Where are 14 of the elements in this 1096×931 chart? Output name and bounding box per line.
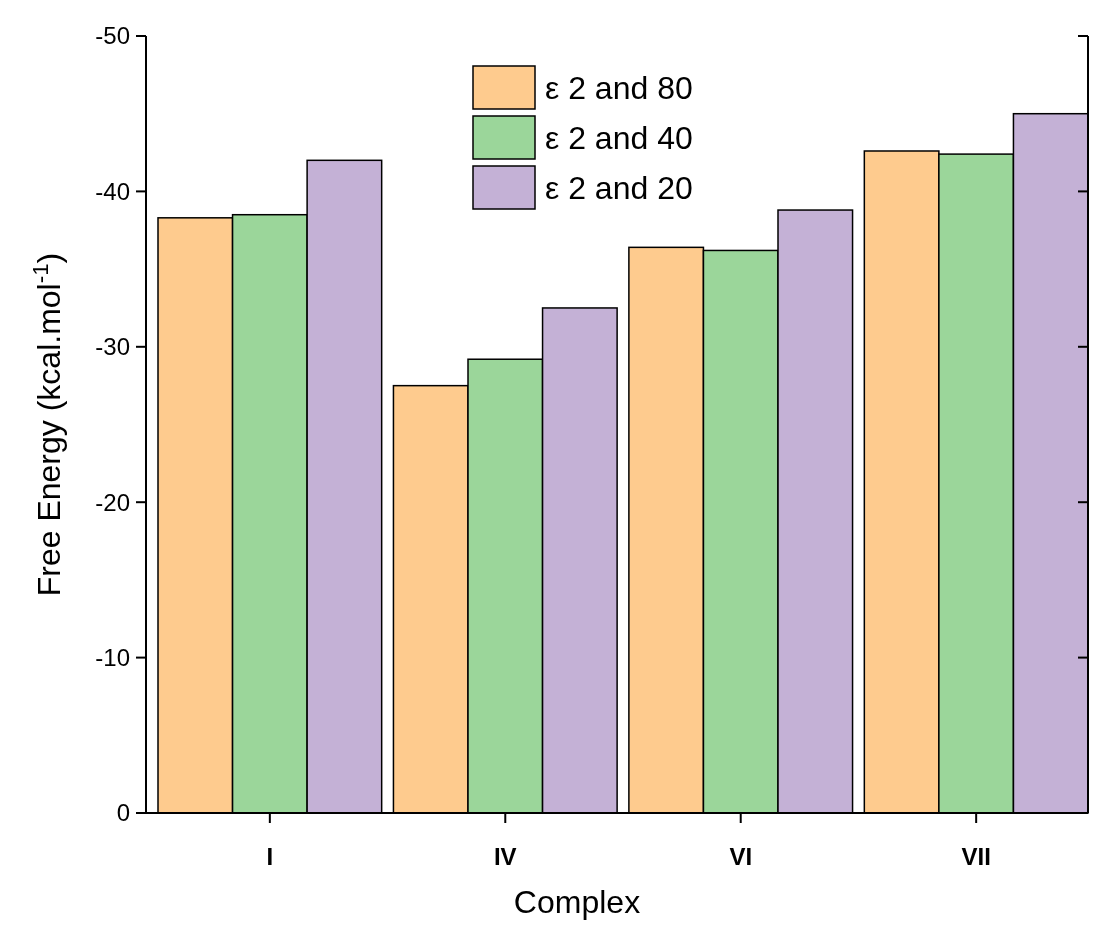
x-axis-title: Complex <box>513 884 641 920</box>
legend-label: ε 2 and 40 <box>545 120 693 157</box>
x-tick-label: VI <box>729 843 753 870</box>
y-tick-label: -50 <box>95 22 130 50</box>
y-tick-label: -10 <box>95 644 130 671</box>
legend-label: ε 2 and 80 <box>545 70 693 107</box>
y-tick-label: -20 <box>95 488 130 516</box>
y-tick-label: -30 <box>95 333 130 361</box>
x-tick-label: IV <box>493 843 517 870</box>
y-tick-label: 0 <box>116 799 130 827</box>
x-tick-label: VII <box>961 843 991 870</box>
x-tick-label: I <box>266 843 274 870</box>
y-tick-label: -40 <box>95 177 130 205</box>
legend-label: ε 2 and 20 <box>545 170 693 207</box>
